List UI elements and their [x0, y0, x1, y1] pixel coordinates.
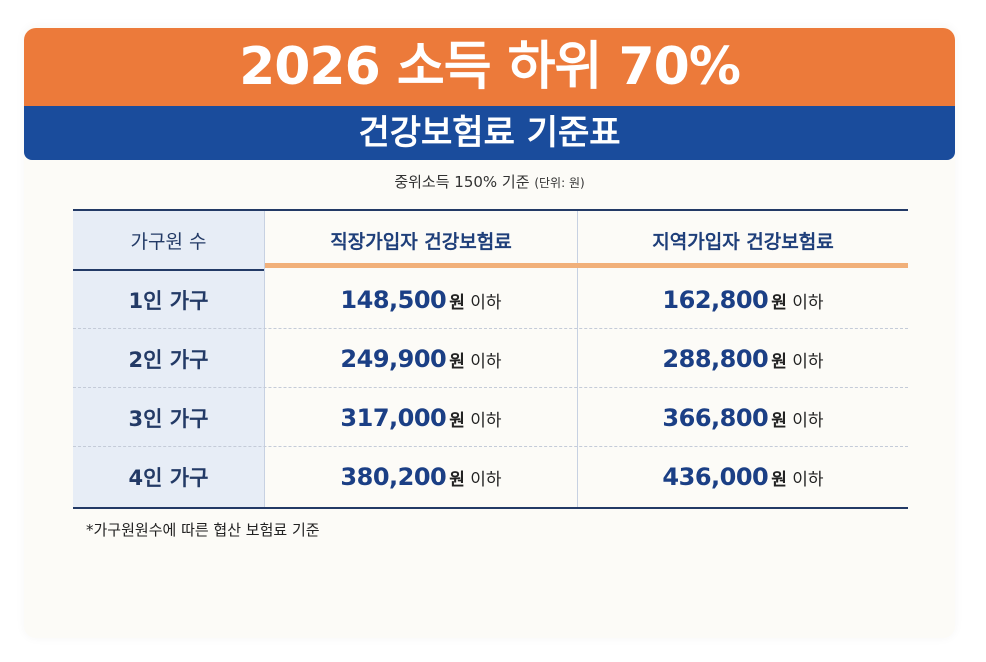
amount-unit: 원 이하 — [771, 406, 823, 431]
suffix-label: 이하 — [792, 469, 824, 490]
won-label: 원 — [771, 410, 787, 431]
employee-premium-cell: 249,900 원 이하 — [265, 330, 577, 388]
row-label: 2인 가구 — [128, 348, 209, 372]
header-employee: 직장가입자 건강보험료 — [330, 230, 512, 253]
row-label: 4인 가구 — [128, 466, 209, 490]
suffix-label: 이하 — [792, 410, 824, 431]
row-label: 1인 가구 — [128, 289, 209, 313]
amount-unit: 원 이하 — [771, 347, 823, 372]
title-banner — [24, 28, 955, 106]
amount-unit: 원 이하 — [449, 465, 501, 490]
regional-amount: 288,800 — [662, 345, 769, 373]
employee-amount: 249,900 — [340, 345, 447, 373]
won-label: 원 — [771, 469, 787, 490]
regional-premium-cell: 366,800 원 이하 — [578, 389, 908, 447]
amount-unit: 원 이하 — [771, 465, 823, 490]
header-regional: 지역가입자 건강보험료 — [652, 230, 834, 253]
regional-amount: 366,800 — [662, 404, 769, 432]
row-divider — [73, 387, 908, 388]
row-divider — [73, 446, 908, 447]
suffix-label: 이하 — [470, 351, 502, 372]
row-label: 3인 가구 — [128, 407, 209, 431]
premium-table: 가구원 수 직장가입자 건강보험료 지역가입자 건강보험료 1인 가구 148,… — [73, 209, 908, 509]
won-label: 원 — [449, 292, 465, 313]
footnote: *가구원원수에 따른 협산 보험료 기준 — [86, 521, 320, 539]
amount-unit: 원 이하 — [771, 288, 823, 313]
page-subtitle: 건강보험료 기준표 — [358, 113, 621, 153]
won-label: 원 — [449, 469, 465, 490]
won-label: 원 — [771, 292, 787, 313]
header-underline — [265, 263, 908, 268]
employee-amount: 380,200 — [340, 463, 447, 491]
regional-amount: 436,000 — [662, 463, 769, 491]
subtitle-banner — [24, 106, 955, 160]
suffix-label: 이하 — [470, 469, 502, 490]
page-title: 2026 소득 하위 70% — [239, 37, 741, 97]
suffix-label: 이하 — [792, 351, 824, 372]
column-divider — [264, 211, 265, 507]
basis-text: 중위소득 150% 기준 — [394, 173, 530, 191]
basis-caption: 중위소득 150% 기준 (단위: 원) — [24, 170, 955, 195]
amount-unit: 원 이하 — [449, 347, 501, 372]
won-label: 원 — [771, 351, 787, 372]
amount-unit: 원 이하 — [449, 406, 501, 431]
row-divider — [73, 328, 908, 329]
column-divider — [577, 211, 578, 507]
unit-note: (단위: 원) — [534, 176, 585, 190]
suffix-label: 이하 — [470, 410, 502, 431]
regional-amount: 162,800 — [662, 286, 769, 314]
won-label: 원 — [449, 410, 465, 431]
regional-premium-cell: 162,800 원 이하 — [578, 271, 908, 329]
won-label: 원 — [449, 351, 465, 372]
employee-premium-cell: 380,200 원 이하 — [265, 448, 577, 506]
header-household: 가구원 수 — [130, 230, 207, 253]
employee-premium-cell: 317,000 원 이하 — [265, 389, 577, 447]
employee-amount: 148,500 — [340, 286, 447, 314]
header-rule — [73, 269, 264, 271]
regional-premium-cell: 436,000 원 이하 — [578, 448, 908, 506]
employee-premium-cell: 148,500 원 이하 — [265, 271, 577, 329]
suffix-label: 이하 — [792, 292, 824, 313]
employee-amount: 317,000 — [340, 404, 447, 432]
household-column-shade — [73, 211, 264, 507]
suffix-label: 이하 — [470, 292, 502, 313]
amount-unit: 원 이하 — [449, 288, 501, 313]
regional-premium-cell: 288,800 원 이하 — [578, 330, 908, 388]
